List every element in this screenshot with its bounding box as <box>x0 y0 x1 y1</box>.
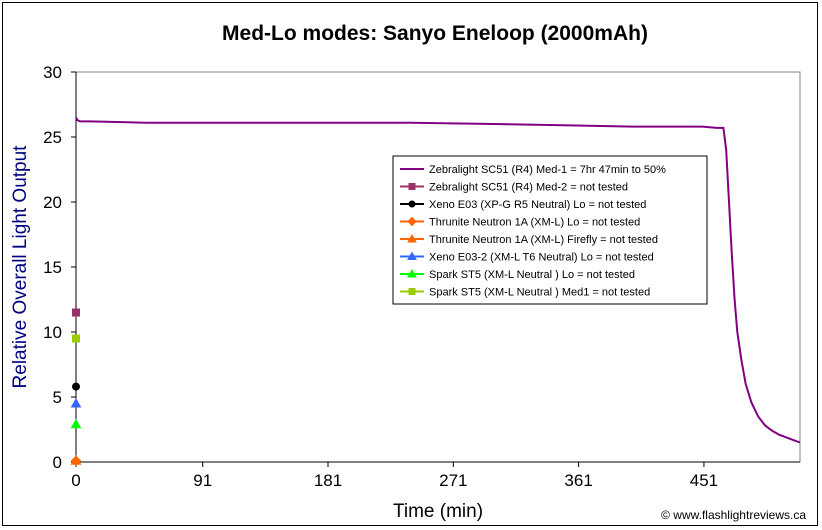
legend-entry-label: Xeno E03-2 (XM-L T6 Neutral) Lo = not te… <box>429 252 654 264</box>
y-tick-label: 0 <box>53 453 62 472</box>
y-tick-label: 30 <box>43 63 62 82</box>
series-line-0 <box>75 117 801 444</box>
legend-swatch-marker <box>407 233 417 243</box>
legend-entry-label: Spark ST5 (XM-L Neutral ) Med1 = not tes… <box>429 287 650 299</box>
data-point-5 <box>70 397 82 408</box>
data-point-7 <box>72 334 80 343</box>
legend-entry-label: Spark ST5 (XM-L Neutral ) Lo = not teste… <box>429 269 635 281</box>
data-point-6 <box>70 418 82 429</box>
data-point-2 <box>72 382 80 391</box>
data-point-4 <box>70 455 82 465</box>
legend-swatch-marker <box>408 183 416 190</box>
y-axis-title: Relative Overall Light Output <box>10 145 31 389</box>
legend-entry-label: Zebralight SC51 (R4) Med-1 = 7hr 47min t… <box>429 164 666 176</box>
series-layer <box>70 117 801 466</box>
x-tick-label: 271 <box>439 471 467 490</box>
y-tick-label: 15 <box>43 258 62 277</box>
x-tick-label: 451 <box>690 471 718 490</box>
legend-swatch-marker <box>408 288 416 295</box>
legend-entry-label: Thrunite Neutron 1A (XM-L) Firefly = not… <box>429 234 658 246</box>
chart-title: Med-Lo modes: Sanyo Eneloop (2000mAh) <box>222 22 648 45</box>
y-tick-label: 20 <box>43 193 62 212</box>
legend-swatch-marker <box>407 268 417 278</box>
legend-swatch-marker <box>408 200 416 208</box>
x-tick-label: 361 <box>564 471 592 490</box>
x-tick-label: 91 <box>193 471 212 490</box>
x-axis: 0 91 181 271 361 451 <box>71 461 800 490</box>
legend-swatch-marker <box>407 216 417 227</box>
x-axis-title: Time (min) <box>393 501 483 522</box>
x-tick-label: 181 <box>314 471 342 490</box>
legend-box <box>392 155 708 305</box>
legend-entry-label: Zebralight SC51 (R4) Med-2 = not tested <box>429 182 628 194</box>
x-tick-label: 0 <box>71 471 80 490</box>
data-point-1 <box>72 308 80 317</box>
y-tick-label: 5 <box>53 388 62 407</box>
y-axis: 0 5 10 15 20 25 30 <box>43 63 77 472</box>
credit-text: © www.flashlightreviews.ca <box>661 508 806 522</box>
legend-entry-label: Thrunite Neutron 1A (XM-L) Lo = not test… <box>429 217 640 229</box>
y-tick-label: 25 <box>43 128 62 147</box>
legend-entry-label: Xeno E03 (XP-G R5 Neutral) Lo = not test… <box>429 199 646 211</box>
legend-swatch-marker <box>407 251 417 260</box>
y-tick-label: 10 <box>43 323 62 342</box>
legend: Zebralight SC51 (R4) Med-1 = 7hr 47min t… <box>392 155 708 305</box>
